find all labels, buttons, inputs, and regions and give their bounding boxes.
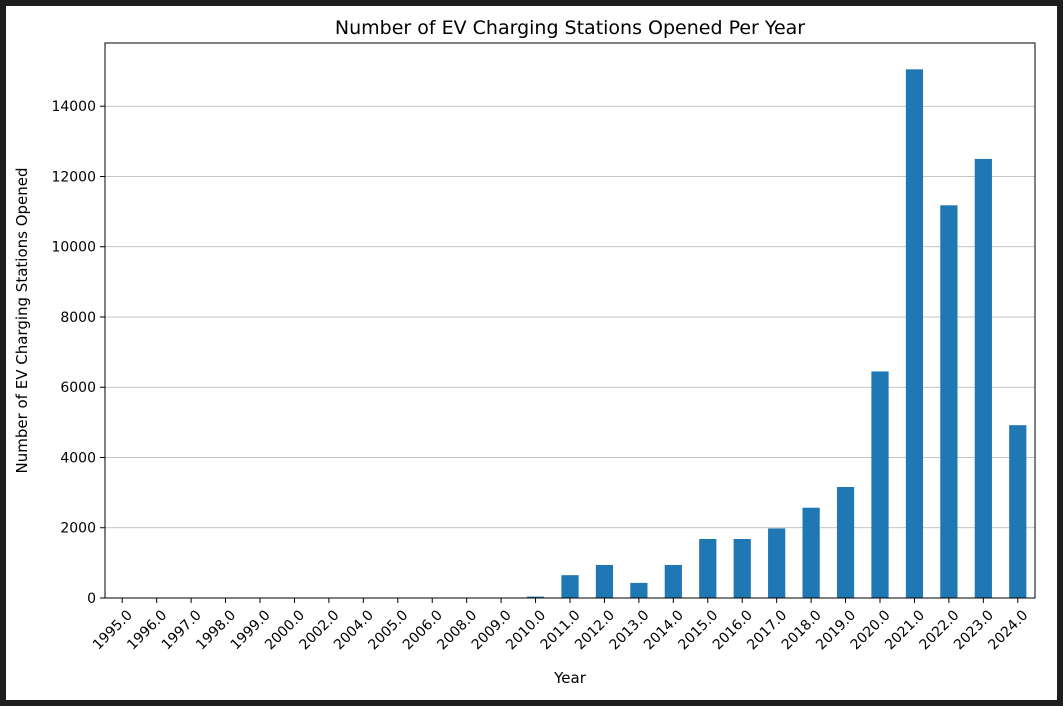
y-tick-label: 14000 <box>51 99 96 115</box>
x-axis-ticks: 1995.01996.01997.01998.01999.02000.02002… <box>90 598 1031 653</box>
bars <box>113 69 1027 599</box>
bar-2022.0 <box>940 205 958 599</box>
y-axis-ticks: 0 2000 4000 6000 8000 10000 12000 14000 <box>51 99 105 607</box>
bar-2016.0 <box>733 538 751 598</box>
bar-2018.0 <box>802 507 820 598</box>
plot-frame <box>104 42 1036 599</box>
bar-2012.0 <box>595 564 614 598</box>
bar-chart: 0 2000 4000 6000 8000 10000 12000 14000 1995.01… <box>13 17 1036 687</box>
bar-2011.0 <box>561 575 579 598</box>
y-tick-label: 10000 <box>51 240 96 256</box>
y-tick-label: 4000 <box>60 450 96 466</box>
bar-2013.0 <box>630 582 648 598</box>
bar-2017.0 <box>768 528 786 598</box>
x-axis-title: Year <box>553 669 587 687</box>
bar-2015.0 <box>699 538 717 598</box>
y-tick-label: 2000 <box>60 521 96 537</box>
bar-2019.0 <box>836 487 855 598</box>
bar-2023.0 <box>974 158 992 598</box>
y-axis-title: Number of EV Charging Stations Opened <box>13 167 31 473</box>
chart-canvas: 0 2000 4000 6000 8000 10000 12000 14000 1995.0 1… <box>6 6 1057 700</box>
y-tick-label: 6000 <box>60 380 96 396</box>
y-tick-label: 8000 <box>60 310 96 326</box>
bar-2021.0 <box>905 69 924 598</box>
chart-title: Number of EV Charging Stations Opened Pe… <box>335 17 805 39</box>
gridlines <box>105 105 1035 599</box>
y-tick-label: 0 <box>87 591 96 607</box>
bar-2020.0 <box>871 371 889 598</box>
bar-2024.0 <box>1009 425 1027 598</box>
y-tick-label: 12000 <box>51 169 96 185</box>
bar-2014.0 <box>664 564 682 598</box>
bar-2010.0 <box>526 596 545 598</box>
